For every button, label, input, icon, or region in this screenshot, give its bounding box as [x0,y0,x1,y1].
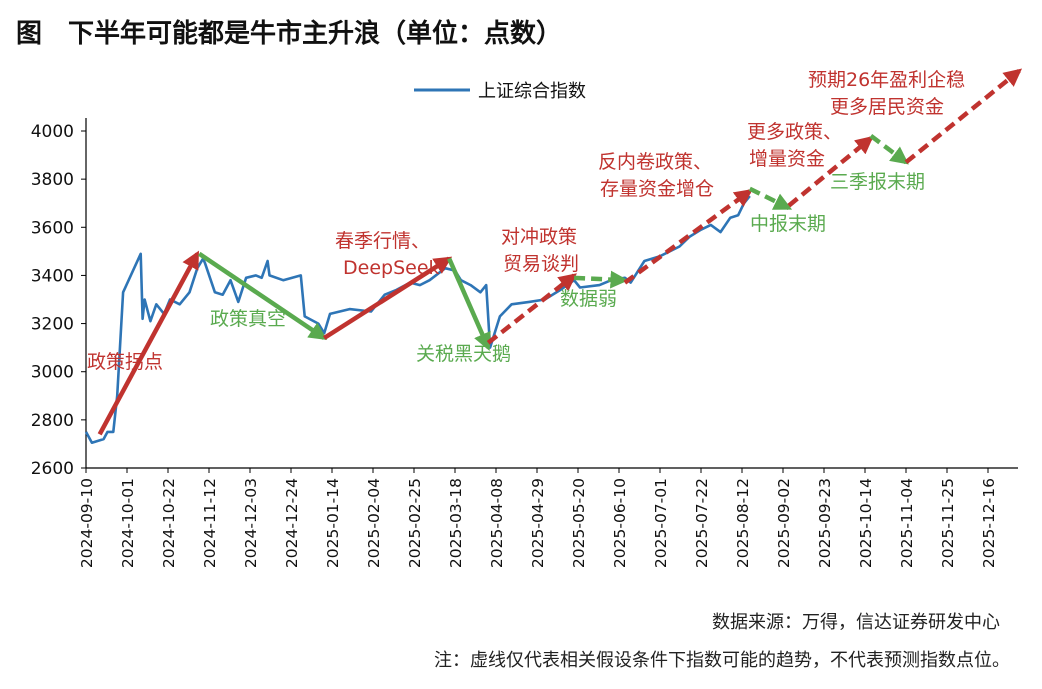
x-tick-label: 2025-11-04 [898,478,916,568]
trend-arrow-up [322,256,453,340]
x-tick-label: 2025-04-08 [488,478,506,568]
x-tick-label: 2025-07-01 [652,478,670,568]
annotation-label: 政策拐点 [87,351,163,373]
x-tick-label: 2024-10-22 [160,478,178,568]
x-tick-label: 2025-04-29 [529,478,547,568]
x-tick-label: 2025-02-04 [365,478,383,568]
x-tick-label: 2025-01-14 [324,478,342,568]
x-tick-label: 2025-05-20 [570,478,588,568]
annotation-label: 反内卷政策、 [598,151,712,173]
y-tick-label: 4000 [31,122,74,142]
x-tick-label: 2025-07-22 [693,478,711,568]
x-tick-label: 2024-11-12 [201,478,219,568]
x-tick-label: 2025-03-18 [447,478,465,568]
annotation-label: 贸易谈判 [503,253,579,275]
x-tick-label: 2024-12-24 [283,478,301,568]
trend-arrow-up [486,273,577,345]
x-tick-label: 2025-08-12 [734,478,752,568]
annotation-label: 存量资金增仓 [600,178,714,200]
y-tick-label: 3400 [31,266,74,286]
annotation-label: DeepSeek [343,257,440,279]
y-tick-label: 3600 [31,218,74,238]
source-text: 数据来源：万得，信达证券研发中心 [712,612,1000,633]
trend-arrow-up [623,189,753,285]
x-tick-label: 2025-10-14 [857,478,875,568]
annotation-label: 对冲政策 [501,226,577,248]
y-tick-label: 3000 [31,363,74,383]
x-tick-label: 2025-09-02 [775,478,793,568]
y-tick-label: 2800 [31,411,74,431]
annotation-label: 更多政策、 [747,121,842,143]
annotation-label: 三季报末期 [830,171,925,193]
x-tick-label: 2025-12-16 [980,478,998,568]
x-tick-label: 2024-10-01 [119,478,137,568]
note-text: 注：虚线仅代表相关假设条件下指数可能的趋势，不代表预测指数点位。 [434,650,1010,671]
legend-label: 上证综合指数 [478,81,586,102]
annotation-label: 关税黑天鹅 [416,343,511,365]
x-tick-label: 2024-12-03 [242,478,260,568]
annotation-label: 预期26年盈利企稳 [808,69,965,91]
trend-arrow-down [447,257,491,351]
trend-arrow-down [197,251,328,341]
annotation-label: 增量资金 [749,148,825,170]
trend-arrow-up [97,250,200,436]
annotation-label: 数据弱 [560,288,617,310]
trend-arrow-down [573,270,629,289]
y-tick-label: 3200 [31,315,74,335]
trend-arrow-up [904,68,1023,165]
y-tick-label: 3800 [31,170,74,190]
x-tick-label: 2025-06-10 [611,478,629,568]
trend-arrow-down [748,186,793,211]
x-tick-label: 2025-02-25 [406,478,424,568]
x-tick-label: 2024-09-10 [78,478,96,568]
figure-title: 图 下半年可能都是牛市主升浪（单位：点数） [16,18,562,49]
annotation-label: 中报末期 [750,213,826,235]
trend-arrow-down [869,134,909,165]
legend: 上证综合指数 [414,81,586,102]
trend-arrow-up [787,135,874,208]
y-tick-label: 2600 [31,459,74,479]
x-tick-label: 2025-11-25 [939,478,957,568]
annotation-label: 更多居民资金 [830,96,944,118]
x-tick-label: 2025-09-23 [816,478,834,568]
axes: 2600 2800 3000 3200 3400 3600 3800 4000 2024-09-… [31,118,1018,568]
annotation-label: 政策真空 [210,308,286,330]
annotation-label: 春季行情、 [335,230,430,252]
